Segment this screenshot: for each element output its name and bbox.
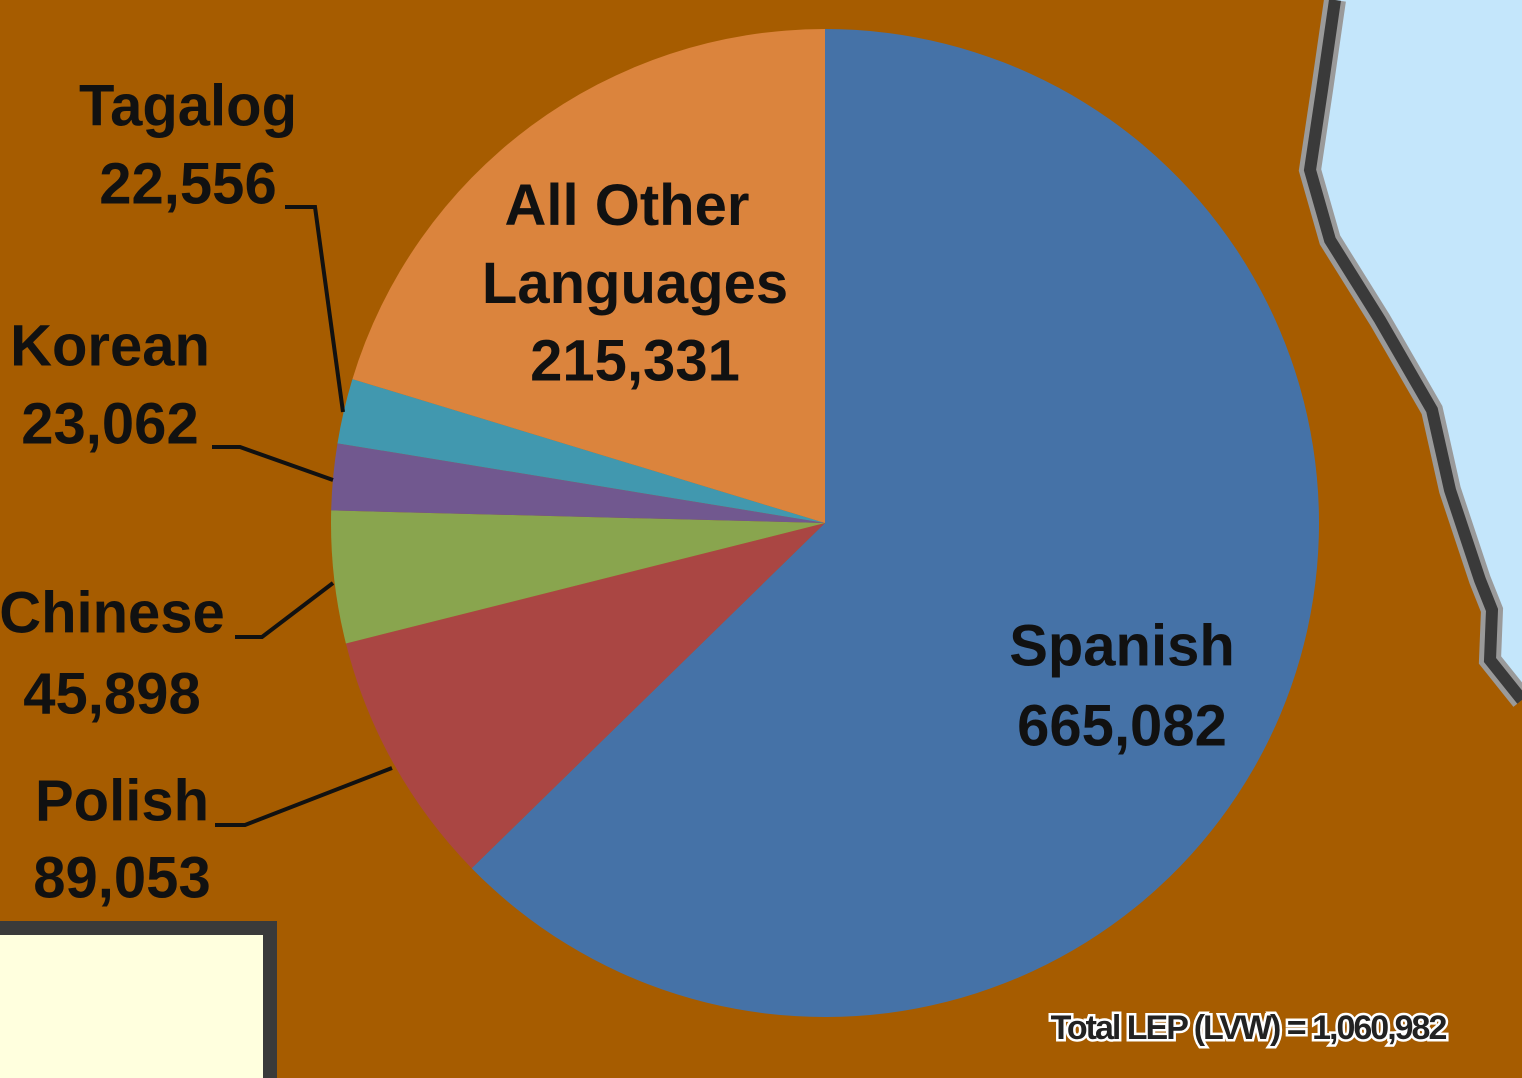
slice-value-label: 45,898 <box>23 661 200 726</box>
slice-label: Polish <box>35 768 209 833</box>
leader-line <box>215 766 393 827</box>
pie <box>331 29 1319 1017</box>
pie-slice <box>331 510 825 644</box>
slice-label: Spanish <box>1009 613 1235 678</box>
slice-value-label: 22,556 <box>99 151 276 216</box>
slice-value-label: 89,053 <box>33 845 210 910</box>
pie-slice <box>337 379 825 523</box>
slice-label: Korean <box>10 313 210 378</box>
pie-slice <box>345 523 825 869</box>
leader-line <box>212 445 334 482</box>
pie-slice <box>352 29 825 523</box>
shoreline <box>1303 0 1522 704</box>
slice-value-label: 215,331 <box>530 328 740 393</box>
pie-slice <box>331 443 825 523</box>
slice-label: Tagalog <box>79 73 297 138</box>
map-region-box <box>0 921 277 1078</box>
pie-slice <box>471 29 1319 1017</box>
slice-label: Chinese <box>0 580 225 645</box>
slice-label: All Other Languages <box>482 173 788 316</box>
slice-value-label: 23,062 <box>21 391 198 456</box>
leader-line <box>285 205 345 413</box>
total-annotation: Total LEP (LVW) = 1,060,982 <box>1051 1009 1447 1047</box>
leader-line <box>235 581 335 639</box>
slice-value-label: 665,082 <box>1017 693 1227 758</box>
